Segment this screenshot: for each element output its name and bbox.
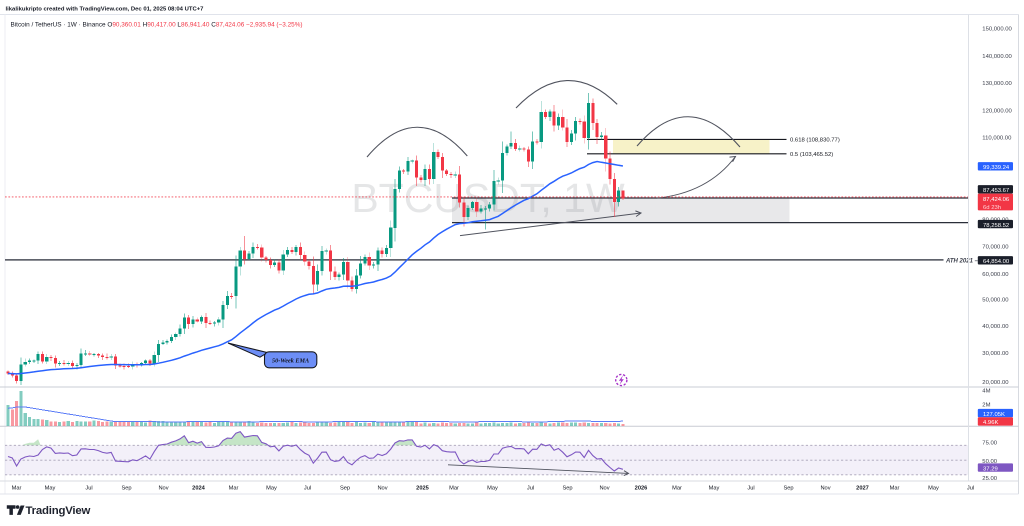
svg-text:70,000.00: 70,000.00 (982, 245, 1009, 251)
svg-text:Bitcoin / TetherUS · 1W · Bina: Bitcoin / TetherUS · 1W · Binance O90,36… (11, 21, 303, 28)
svg-text:Nov: Nov (377, 486, 387, 492)
svg-text:2024: 2024 (192, 486, 205, 492)
svg-text:120,000.00: 120,000.00 (982, 108, 1012, 114)
svg-text:Sep: Sep (783, 486, 793, 492)
svg-text:127.05K: 127.05K (983, 412, 1005, 418)
svg-text:Mar: Mar (672, 486, 682, 492)
svg-text:6d 23h: 6d 23h (983, 205, 1001, 211)
svg-text:Jul: Jul (967, 486, 974, 492)
svg-text:Jul: Jul (527, 486, 534, 492)
svg-text:May: May (487, 486, 498, 492)
svg-text:Mar: Mar (890, 486, 900, 492)
svg-text:Mar: Mar (449, 486, 459, 492)
svg-text:2026: 2026 (635, 486, 648, 492)
svg-text:May: May (928, 486, 939, 492)
svg-text:20,000.00: 20,000.00 (982, 380, 1009, 386)
svg-text:4.96K: 4.96K (983, 420, 998, 426)
svg-text:2M: 2M (982, 403, 990, 409)
svg-text:99,339.24: 99,339.24 (983, 165, 1010, 171)
svg-text:Jul: Jul (747, 486, 754, 492)
svg-text:Sep: Sep (121, 486, 131, 492)
svg-text:0.5 (103,465.52): 0.5 (103,465.52) (790, 152, 833, 158)
svg-text:Nov: Nov (599, 486, 609, 492)
svg-text:May: May (45, 486, 56, 492)
svg-text:4M: 4M (982, 389, 990, 395)
svg-text:40,000.00: 40,000.00 (982, 324, 1009, 330)
svg-text:Mar: Mar (12, 486, 22, 492)
svg-text:2025: 2025 (416, 486, 429, 492)
svg-text:110,000.00: 110,000.00 (982, 136, 1012, 142)
svg-text:75.00: 75.00 (982, 440, 997, 446)
svg-text:May: May (709, 486, 720, 492)
svg-text:Mar: Mar (229, 486, 239, 492)
svg-text:Jul: Jul (304, 486, 311, 492)
svg-text:87,453.67: 87,453.67 (983, 188, 1009, 194)
svg-text:30,000.00: 30,000.00 (982, 351, 1009, 357)
svg-text:150,000.00: 150,000.00 (982, 27, 1012, 33)
svg-text:2027: 2027 (856, 486, 869, 492)
svg-text:64,854.00: 64,854.00 (983, 259, 1010, 265)
svg-text:130,000.00: 130,000.00 (982, 81, 1012, 87)
svg-text:78,258.52: 78,258.52 (983, 223, 1009, 229)
svg-text:May: May (266, 486, 277, 492)
svg-text:0.618 (108,830.77): 0.618 (108,830.77) (790, 138, 840, 144)
svg-text:50.00: 50.00 (982, 459, 997, 465)
svg-text:Nov: Nov (820, 486, 830, 492)
svg-text:Nov: Nov (158, 486, 168, 492)
svg-text:TradingView: TradingView (26, 505, 91, 517)
svg-text:Sep: Sep (562, 486, 572, 492)
svg-text:25.00: 25.00 (982, 476, 997, 482)
svg-text:87,424.06: 87,424.06 (983, 197, 1010, 203)
svg-text:37.29: 37.29 (983, 466, 998, 472)
svg-text:ATH 2021 –: ATH 2021 – (945, 258, 979, 264)
svg-text:60,000.00: 60,000.00 (982, 272, 1009, 278)
svg-text:likalikukripto created with Tr: likalikukripto created with TradingView.… (6, 6, 205, 12)
svg-text:Sep: Sep (340, 486, 350, 492)
svg-text:50-Week EMA: 50-Week EMA (272, 358, 309, 365)
svg-text:140,000.00: 140,000.00 (982, 54, 1012, 60)
svg-text:Jul: Jul (85, 486, 92, 492)
svg-text:50,000.00: 50,000.00 (982, 298, 1009, 304)
